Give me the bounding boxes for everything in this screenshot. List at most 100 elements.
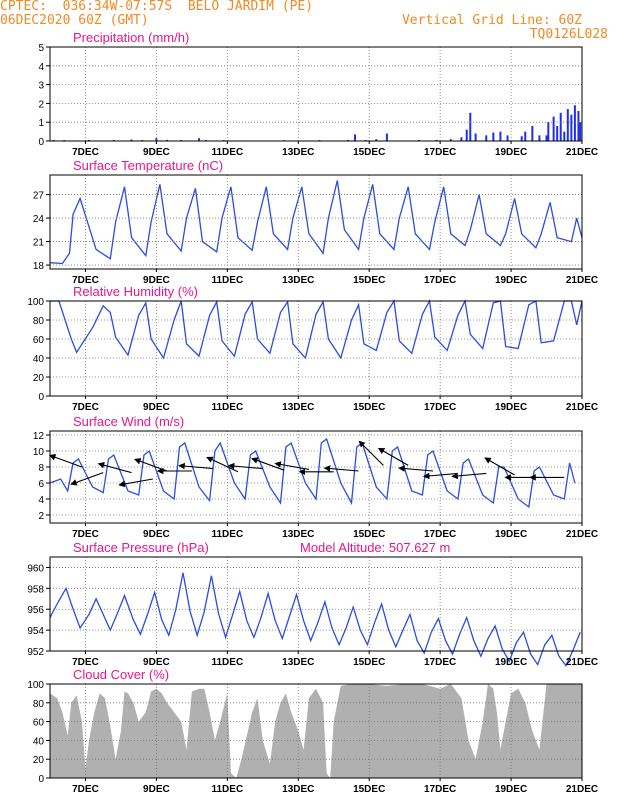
surface-pressure-ytick-label: 954 [27, 626, 44, 637]
precipitation-bar [570, 114, 573, 141]
surface-pressure-xtick-label: 11DEC [211, 657, 243, 668]
surface-pressure-xtick-label: 9DEC [143, 657, 170, 668]
relative-humidity-xtick-label: 19DEC [495, 402, 527, 413]
surface-wind-arrow [227, 462, 263, 470]
surface-temperature-xtick-label: 17DEC [424, 275, 456, 286]
cloud-cover-ytick-label: 100 [27, 680, 44, 691]
surface-wind-ytick-label: 12 [33, 431, 45, 442]
relative-humidity-xtick-label: 13DEC [282, 402, 314, 413]
surface-wind-ytick-label: 4 [38, 495, 44, 506]
precipitation-bar [346, 139, 349, 141]
cloud-cover-ytick-label: 60 [33, 718, 45, 729]
precipitation-ytick-label: 3 [38, 81, 44, 92]
surface-wind-arrow [48, 454, 83, 468]
precipitation-bar [385, 133, 388, 141]
surface-pressure-panel: Surface Pressure (hPa) Model Altitude: 50… [27, 540, 598, 668]
cloud-cover-ytick-label: 0 [38, 774, 44, 785]
surface-pressure-title: Surface Pressure (hPa) [73, 540, 209, 555]
precipitation-bar [88, 139, 91, 141]
cloud-cover-title: Cloud Cover (%) [73, 667, 169, 682]
surface-pressure-xtick-label: 13DEC [282, 657, 314, 668]
surface-wind-arrow [251, 457, 285, 471]
header-location: CPTEC: 036:34W-07:57S BELO JARDIM (PE) [0, 0, 314, 14]
cloud-cover-xtick-label: 7DEC [72, 784, 99, 795]
relative-humidity-frame [49, 300, 583, 397]
precipitation-bar [577, 110, 580, 141]
precipitation-bar [465, 129, 468, 141]
surface-temperature-xtick-label: 11DEC [211, 275, 243, 286]
surface-wind-xtick-label: 19DEC [495, 529, 527, 540]
surface-wind-arrow [377, 447, 409, 466]
surface-pressure-ytick-label: 960 [27, 563, 44, 574]
surface-wind-arrow [484, 457, 515, 476]
relative-humidity-xtick-label: 21DEC [566, 402, 598, 413]
precipitation-panel: Precipitation (mm/h) 0 1 2 3 4 5 7DEC 9DEC 11DEC 1… [38, 30, 598, 158]
surface-pressure-frame [49, 556, 583, 652]
precipitation-bar [485, 135, 488, 141]
cloud-cover-xtick-label: 21DEC [566, 784, 598, 795]
surface-pressure-xtick-label: 17DEC [424, 657, 456, 668]
precipitation-bar [547, 122, 550, 141]
cloud-cover-ytick-label: 80 [33, 699, 45, 710]
cloud-cover-xtick-label: 11DEC [211, 784, 243, 795]
surface-wind-arrow [323, 465, 359, 472]
precipitation-bar [469, 112, 472, 141]
surface-pressure-xtick-label: 15DEC [353, 657, 385, 668]
precipitation-xtick-label: 15DEC [353, 147, 385, 158]
surface-wind-panel: Surface Wind (m/s) 2 4 6 8 10 12 7DEC 9DEC 11DEC 1… [33, 414, 598, 540]
relative-humidity-line [50, 298, 583, 360]
precipitation-bar [474, 133, 477, 141]
precipitation-bar [155, 138, 158, 141]
surface-wind-arrow [451, 472, 487, 480]
surface-wind-xtick-label: 15DEC [353, 529, 385, 540]
surface-wind-line [49, 437, 576, 509]
cloud-cover-ytick-label: 40 [33, 736, 45, 747]
surface-wind-arrow [206, 456, 239, 473]
surface-wind-xtick-label: 7DEC [72, 529, 99, 540]
precipitation-bar [552, 116, 555, 141]
precipitation-bar [579, 122, 582, 141]
surface-temperature-xtick-label: 7DEC [72, 275, 99, 286]
precipitation-ytick-label: 1 [38, 118, 44, 129]
surface-wind-xtick-label: 17DEC [424, 529, 456, 540]
surface-temperature-title: Surface Temperature (nC) [73, 158, 223, 173]
relative-humidity-ytick-label: 80 [33, 316, 45, 327]
surface-wind-arrow [398, 465, 434, 472]
surface-wind-arrow [178, 462, 214, 470]
precipitation-bar [531, 125, 534, 141]
relative-humidity-ytick-label: 0 [38, 392, 44, 403]
precipitation-ytick-label: 0 [38, 137, 44, 148]
relative-humidity-ytick-label: 20 [33, 373, 45, 384]
cloud-cover-xtick-label: 9DEC [143, 784, 170, 795]
precipitation-bar [375, 139, 378, 141]
precipitation-title: Precipitation (mm/h) [73, 30, 189, 45]
precipitation-bar [566, 109, 569, 141]
cloud-cover-xtick-label: 19DEC [495, 784, 527, 795]
surface-pressure-subtitle: Model Altitude: 507.627 m [300, 540, 450, 555]
surface-wind-frame [49, 430, 583, 524]
surface-wind-arrow [358, 440, 384, 466]
relative-humidity-ytick-label: 40 [33, 354, 45, 365]
relative-humidity-ytick-label: 100 [27, 297, 44, 308]
cloud-cover-area [50, 684, 582, 778]
relative-humidity-xtick-label: 7DEC [72, 402, 99, 413]
precipitation-bar [545, 135, 548, 141]
precipitation-bar [499, 131, 502, 141]
cloud-cover-ytick-label: 20 [33, 755, 45, 766]
precipitation-bar [435, 139, 438, 141]
surface-wind-arrow [70, 472, 104, 486]
cloud-cover-xtick-label: 17DEC [424, 784, 456, 795]
surface-temperature-ytick-label: 18 [33, 261, 45, 272]
relative-humidity-panel: Relative Humidity (%) 0 20 40 60 80 100 7DEC 9DE… [27, 284, 598, 413]
surface-pressure-xtick-label: 21DEC [566, 657, 598, 668]
precipitation-xtick-label: 11DEC [211, 147, 243, 158]
cloud-cover-frame [49, 683, 583, 779]
surface-temperature-frame [49, 174, 583, 270]
surface-wind-xtick-label: 9DEC [143, 529, 170, 540]
surface-wind-ytick-label: 2 [38, 511, 44, 522]
surface-wind-arrow [134, 458, 168, 472]
surface-pressure-line [49, 572, 581, 667]
precipitation-bar [492, 132, 495, 141]
precipitation-bar [520, 136, 523, 141]
precipitation-frame [49, 46, 583, 142]
